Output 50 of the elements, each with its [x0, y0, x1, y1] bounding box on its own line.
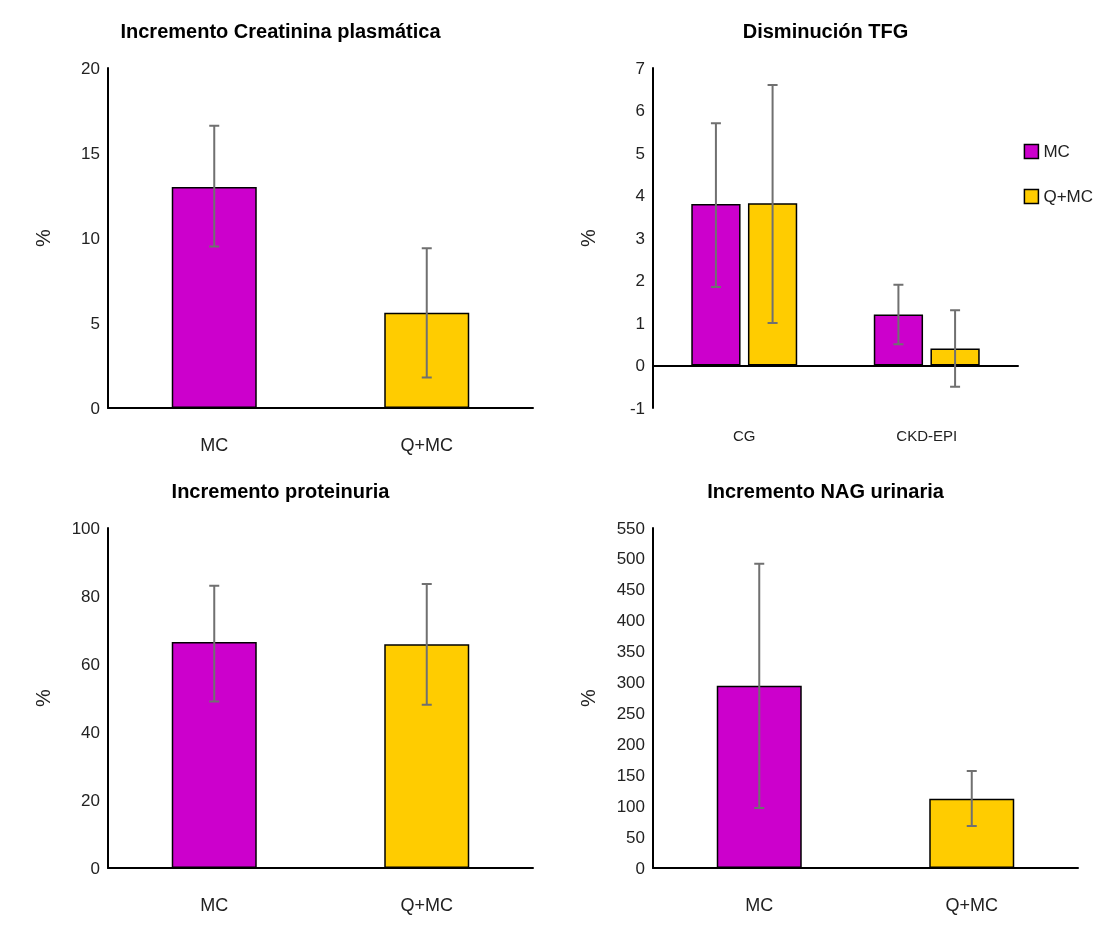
- y-tick-label: 4: [635, 186, 645, 205]
- y-tick-label: 20: [81, 790, 100, 810]
- y-axis-title: %: [32, 228, 54, 247]
- y-tick-label: 250: [616, 703, 645, 723]
- x-tick-label: Q+MC: [400, 435, 454, 455]
- y-tick-label: 100: [616, 796, 645, 816]
- y-axis-title: %: [32, 688, 54, 707]
- y-tick-label: 500: [616, 549, 645, 569]
- y-tick-label: 150: [616, 765, 645, 785]
- y-tick-label: 6: [635, 101, 645, 120]
- y-axis-title: %: [577, 228, 599, 247]
- y-tick-label: 1: [635, 313, 645, 333]
- x-tick-label: Q+MC: [945, 895, 999, 915]
- x-tick-label: MC: [200, 895, 229, 915]
- chart-title: Incremento NAG urinaria: [707, 480, 945, 502]
- x-tick-label: Q+MC: [400, 895, 454, 915]
- y-tick-label: 100: [71, 518, 100, 538]
- y-tick-label: -1: [629, 398, 645, 418]
- y-tick-label: 0: [635, 356, 645, 375]
- y-tick-label: 5: [90, 313, 100, 333]
- x-tick-label: MC: [200, 435, 229, 455]
- chart-title: Disminución TFG: [742, 20, 909, 42]
- legend-label: Q+MC: [1043, 187, 1093, 206]
- y-tick-label: 0: [90, 398, 100, 418]
- chart-title: Incremento Creatinina plasmática: [120, 20, 442, 42]
- y-tick-label: 350: [616, 642, 645, 662]
- y-tick-label: 15: [81, 143, 100, 163]
- y-tick-label: 40: [81, 722, 100, 742]
- y-tick-label: 0: [635, 858, 645, 878]
- y-tick-label: 60: [81, 654, 100, 674]
- y-tick-label: 0: [90, 858, 100, 878]
- y-tick-label: 80: [81, 586, 100, 606]
- y-tick-label: 300: [616, 673, 645, 693]
- chart-title: Incremento proteinuria: [171, 480, 391, 502]
- y-tick-label: 50: [626, 827, 645, 847]
- y-tick-label: 200: [616, 734, 645, 754]
- y-tick-label: 3: [635, 228, 645, 248]
- x-tick-label: MC: [745, 895, 774, 915]
- y-tick-label: 550: [616, 518, 645, 538]
- y-axis-title: %: [577, 688, 599, 707]
- y-tick-label: 400: [616, 611, 645, 631]
- x-tick-label: CKD-EPI: [896, 427, 958, 444]
- y-tick-label: 450: [616, 580, 645, 600]
- y-tick-label: 20: [81, 58, 100, 78]
- legend-label: MC: [1043, 142, 1070, 161]
- y-tick-label: 7: [635, 58, 645, 78]
- y-tick-label: 2: [635, 271, 645, 290]
- x-tick-label: CG: [733, 427, 756, 444]
- y-tick-label: 5: [635, 143, 645, 163]
- y-tick-label: 10: [81, 228, 100, 248]
